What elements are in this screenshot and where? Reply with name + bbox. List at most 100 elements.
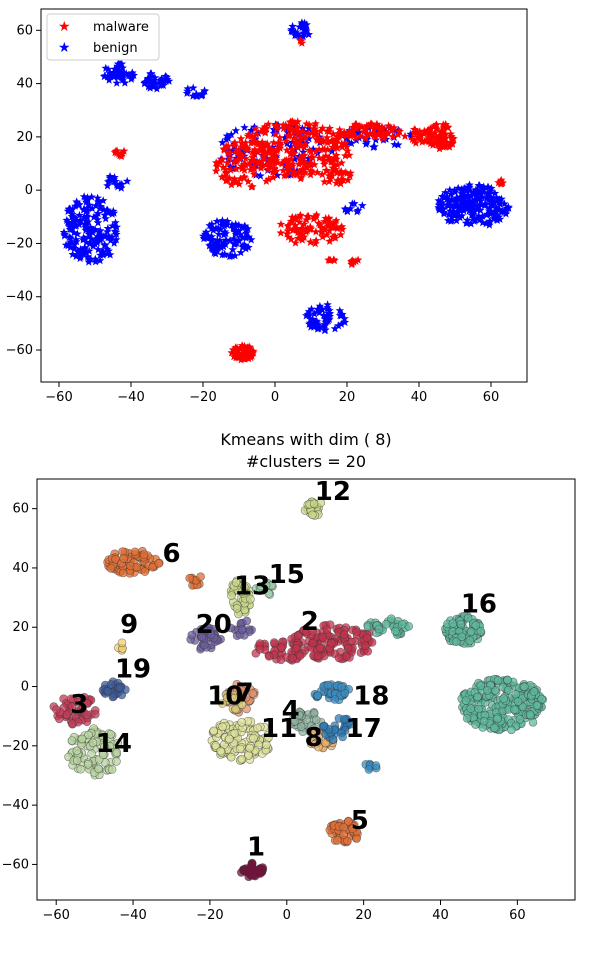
malware-point [320,217,329,226]
benign-point [462,192,472,201]
malware-point [284,232,293,241]
benign-point [244,243,253,252]
malware-point [328,129,338,138]
cluster-14-point [72,746,82,756]
malware-point [290,167,299,176]
cluster-10-point [218,699,227,708]
chart1-axes-frame [40,8,528,383]
benign-point [471,195,480,204]
malware-point [239,354,248,363]
malware-point [265,159,275,168]
malware-point [272,146,282,155]
malware-point [217,172,227,181]
malware-point [239,160,249,169]
benign-point [489,194,498,203]
malware-point [298,235,307,244]
malware-point [235,179,244,188]
malware-point [293,233,303,243]
cluster-10-point [237,700,247,710]
cluster-extra-20-point [474,704,484,714]
benign-point [304,154,313,163]
cluster-11-point [226,752,236,762]
malware-point [283,226,293,235]
malware-point [340,139,350,148]
malware-point [268,167,278,176]
chart2-ytick-label: −20 [2,739,29,754]
legend-marker-benign: ★ [58,40,71,56]
cluster-label-14: 14 [96,729,132,759]
benign-point [308,144,318,153]
cluster-extra-23-point [269,638,279,647]
benign-point [477,192,487,201]
cluster-18-point [323,680,333,690]
benign-point [88,228,97,237]
benign-point [314,322,323,331]
malware-point [331,218,340,227]
malware-point [237,138,246,147]
cluster-label-1: 1 [247,833,265,863]
benign-point [207,232,216,241]
benign-point [346,204,355,213]
malware-point [301,168,310,177]
malware-point [408,134,417,144]
malware-point [319,153,328,162]
benign-point [104,75,114,84]
malware-point [293,225,302,234]
malware-point [324,213,334,222]
benign-point [210,240,220,249]
malware-point [320,177,329,186]
malware-point [285,162,294,171]
malware-point [447,134,457,143]
malware-point [253,147,262,156]
malware-point [250,148,259,157]
cluster-extra-20-point [479,716,489,726]
malware-point [440,142,449,151]
benign-point [434,205,444,214]
benign-point [297,18,307,27]
malware-point [424,130,434,139]
benign-point [441,188,450,197]
benign-point [262,154,272,163]
benign-point [95,256,105,265]
malware-point [230,174,239,183]
benign-point [468,210,478,219]
chart1-xtick-label: 40 [411,390,428,405]
cluster-14-point [112,748,122,757]
cluster-2-point [308,627,317,636]
benign-point [453,183,463,192]
benign-point [216,225,225,234]
benign-point [220,227,230,236]
benign-point [489,214,499,223]
malware-point [339,127,349,136]
cluster-extra-20-point [513,697,523,706]
benign-point [209,225,218,234]
malware-point [291,238,300,247]
malware-point [304,120,314,129]
cluster-extra-20-point [462,713,472,723]
benign-point [443,216,453,225]
malware-point [321,165,331,175]
malware-point [314,218,323,227]
cluster-extra-20-point [482,685,492,695]
cluster-label-12: 12 [315,477,351,507]
benign-point [302,20,311,29]
benign-point [455,201,465,210]
benign-point [74,220,84,229]
legend-box [46,13,160,61]
cluster-label-11: 11 [261,714,297,744]
chart1-ytick-label: 60 [16,23,33,38]
benign-point [212,216,222,226]
benign-point [73,198,82,207]
benign-point [489,210,499,219]
benign-point [290,154,299,163]
benign-point [114,59,124,68]
malware-point [345,128,355,137]
benign-point [98,196,108,205]
cluster-11-point [261,740,271,750]
benign-point [465,196,474,205]
cluster-extra-20-point [525,710,535,719]
malware-point [329,155,338,165]
cluster-14-point [76,764,85,774]
malware-point [284,157,293,166]
benign-point [445,206,455,215]
